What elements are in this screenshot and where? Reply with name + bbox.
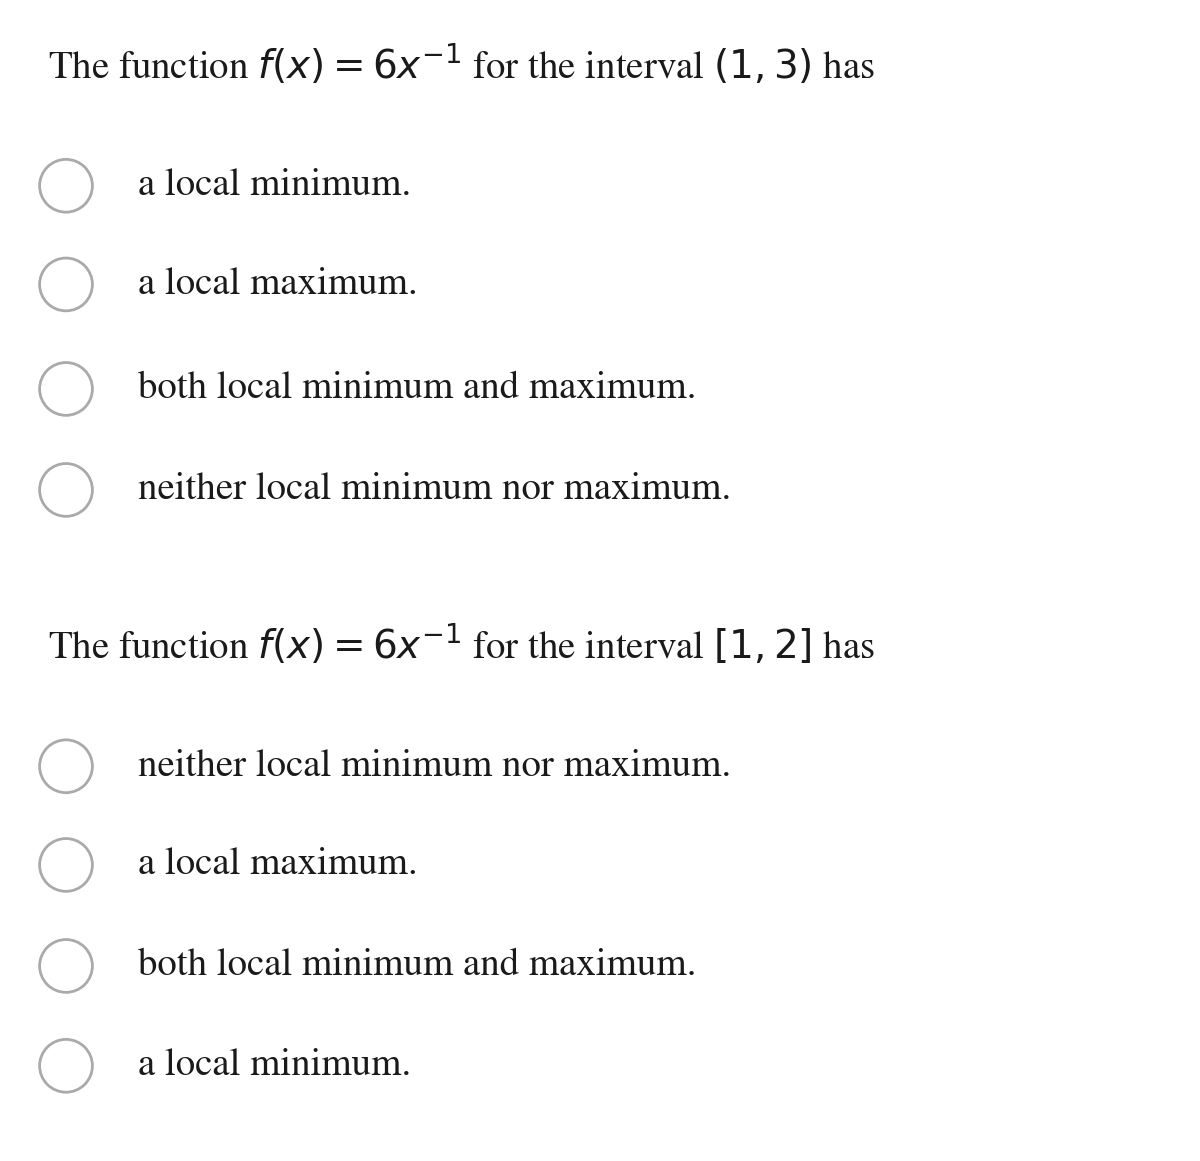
Text: a local maximum.: a local maximum. (138, 848, 418, 882)
Text: a local minimum.: a local minimum. (138, 1048, 412, 1083)
Text: neither local minimum nor maximum.: neither local minimum nor maximum. (138, 473, 731, 507)
Text: The function $f(x) = 6x^{-1}$ for the interval $[1, 2]$ has: The function $f(x) = 6x^{-1}$ for the in… (48, 622, 875, 666)
Text: a local maximum.: a local maximum. (138, 267, 418, 302)
Text: both local minimum and maximum.: both local minimum and maximum. (138, 372, 696, 406)
Text: a local minimum.: a local minimum. (138, 168, 412, 203)
Text: The function $f(x) = 6x^{-1}$ for the interval $(1, 3)$ has: The function $f(x) = 6x^{-1}$ for the in… (48, 42, 875, 86)
Text: both local minimum and maximum.: both local minimum and maximum. (138, 949, 696, 983)
Text: neither local minimum nor maximum.: neither local minimum nor maximum. (138, 749, 731, 784)
